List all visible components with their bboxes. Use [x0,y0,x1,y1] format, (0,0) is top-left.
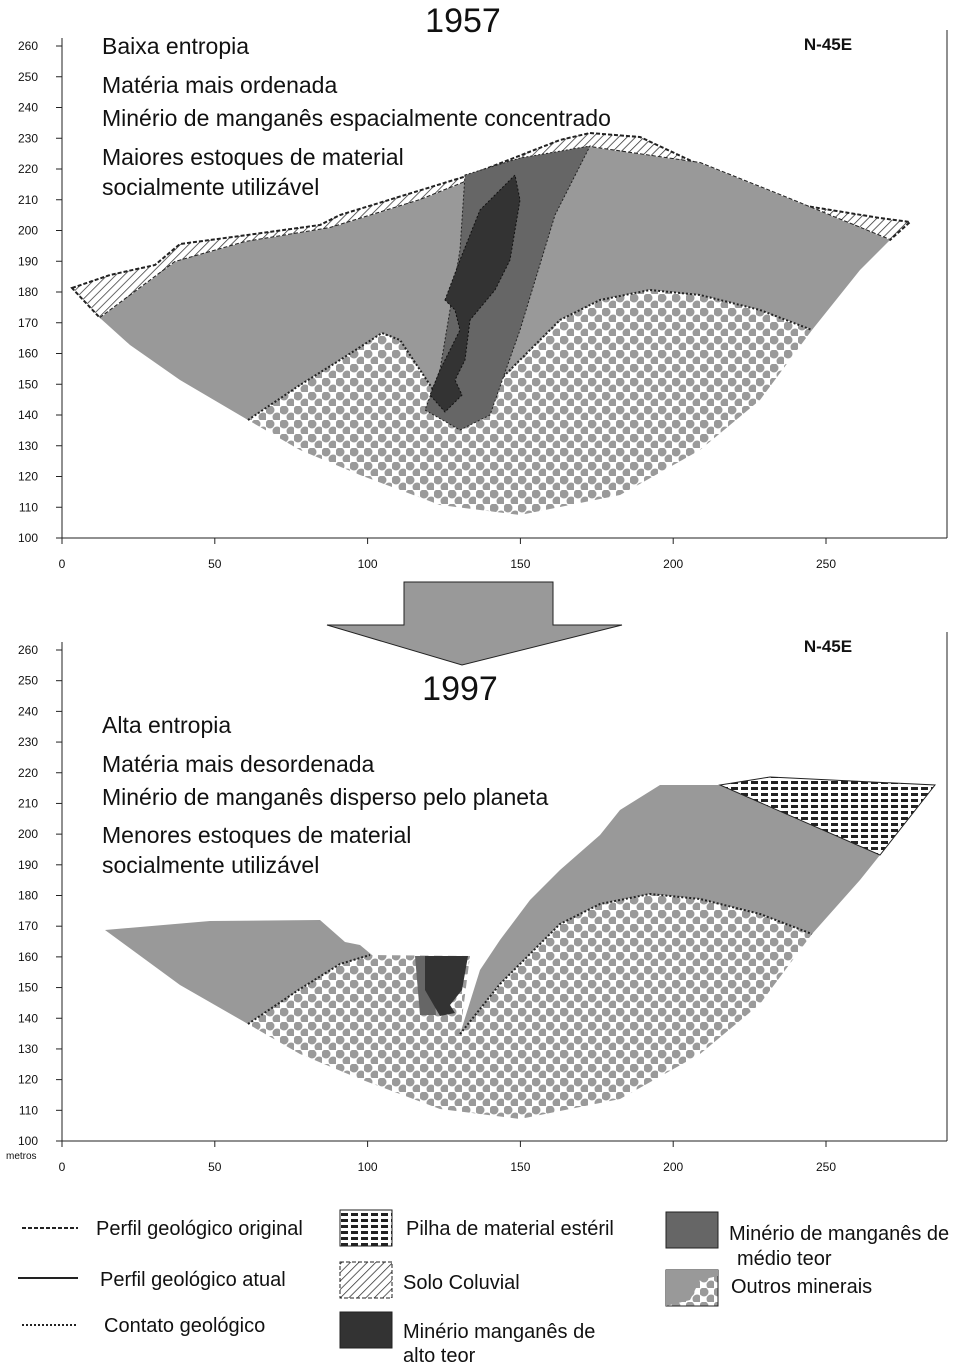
note: Minério de manganês disperso pelo planet… [102,784,548,810]
y-tick-label: 230 [18,735,38,749]
x-tick-label: 0 [59,1160,66,1174]
x-tick-label: 50 [208,557,222,571]
y-tick-label: 190 [18,858,38,872]
x-tick-label: 0 [59,557,66,571]
y-tick-label: 200 [18,827,38,841]
section-1957 [70,131,913,515]
y-tick-label: 210 [18,796,38,810]
x-tick-label: 150 [510,557,530,571]
y-tick-label: 170 [18,316,38,330]
x-tick-label: 150 [510,1160,530,1174]
legend-label: Minério manganês de [403,1321,595,1343]
legend-label: Outros minerais [731,1276,872,1298]
arrow [326,581,623,666]
legend-label: Perfil geológico atual [100,1269,286,1291]
y-tick-label: 260 [18,39,38,53]
y-tick-label: 160 [18,950,38,964]
section-1997 [105,776,936,1119]
x-tick-label: 200 [663,1160,683,1174]
y-tick-label: 140 [18,408,38,422]
note: Maiores estoques de material [102,144,404,170]
legend-label: Contato geológico [104,1315,265,1337]
y-tick-label: 110 [19,500,38,514]
y-tick-label: 110 [19,1103,38,1117]
legend-label: Pilha de material estéril [406,1218,614,1240]
y-tick-label: 180 [18,889,38,903]
orientation: N-45E [804,35,852,54]
y-tick-label: 230 [18,131,38,145]
y-tick-label: 150 [18,377,38,391]
y-tick-label: 260 [18,643,38,657]
y-tick-label: 100 [18,1134,38,1148]
legend-label: alto teor [403,1345,476,1366]
y-tick-label: 100 [18,531,38,545]
orientation: N-45E [804,637,852,656]
note: socialmente utilizável [102,174,319,200]
y-tick-label: 220 [18,766,38,780]
y-tick-label: 120 [18,470,38,484]
x-tick-label: 50 [208,1160,222,1174]
legend-label: Minério de manganês de [729,1223,949,1245]
y-tick-label: 240 [18,704,38,718]
y-tick-label: 120 [18,1073,38,1087]
x-tick-label: 250 [816,1160,836,1174]
y-tick-label: 130 [18,439,38,453]
y-tick-label: 240 [18,101,38,115]
year: 1997 [422,670,498,708]
y-tick-label: 180 [18,285,38,299]
legend-label: Perfil geológico original [96,1218,303,1240]
note: Minério de manganês espacialmente concen… [102,105,611,131]
x-tick-label: 100 [358,557,378,571]
note: Baixa entropia [102,33,249,59]
y-tick-label: 250 [18,70,38,84]
x-tick-label: 100 [358,1160,378,1174]
y-tick-label: 210 [18,193,38,207]
year: 1957 [425,2,501,40]
y-unit: metros [6,1151,37,1162]
x-tick-label: 250 [816,557,836,571]
legend-label: Solo Coluvial [403,1272,520,1294]
note: socialmente utilizável [102,852,319,878]
x-tick-label: 200 [663,557,683,571]
y-tick-label: 140 [18,1011,38,1025]
legend-symbols [18,1209,719,1349]
note: Matéria mais ordenada [102,72,337,98]
y-tick-label: 150 [18,981,38,995]
y-tick-label: 200 [18,224,38,238]
y-tick-label: 190 [18,254,38,268]
y-tick-label: 160 [18,347,38,361]
note: Menores estoques de material [102,822,411,848]
y-tick-label: 130 [18,1042,38,1056]
y-tick-label: 250 [18,674,38,688]
legend-label: médio teor [737,1248,832,1270]
y-tick-label: 220 [18,162,38,176]
y-tick-label: 170 [18,919,38,933]
note: Matéria mais desordenada [102,751,375,777]
note: Alta entropia [102,712,231,738]
